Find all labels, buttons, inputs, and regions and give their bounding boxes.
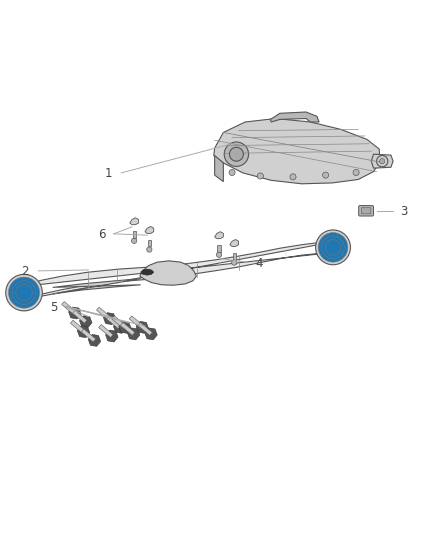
Polygon shape [371,154,393,168]
Polygon shape [106,316,121,329]
Circle shape [290,174,296,180]
Text: 6: 6 [99,228,106,241]
Polygon shape [53,279,141,294]
Polygon shape [270,112,319,122]
Circle shape [325,239,341,255]
Polygon shape [78,326,90,338]
Polygon shape [113,321,126,333]
Polygon shape [218,245,220,252]
Polygon shape [133,231,136,238]
Polygon shape [141,269,154,275]
Circle shape [8,277,39,308]
FancyBboxPatch shape [359,206,374,216]
Polygon shape [106,330,118,342]
FancyBboxPatch shape [361,208,371,214]
Polygon shape [103,313,116,325]
Polygon shape [99,325,113,337]
Polygon shape [130,218,138,225]
Polygon shape [81,329,96,342]
Polygon shape [140,261,196,285]
Polygon shape [233,253,236,260]
Polygon shape [69,307,81,319]
Circle shape [322,172,328,178]
Polygon shape [145,227,154,233]
Polygon shape [119,321,131,333]
Polygon shape [215,232,223,239]
Circle shape [131,238,137,244]
Polygon shape [148,239,151,246]
Polygon shape [214,118,380,184]
Polygon shape [112,316,126,329]
Text: 5: 5 [51,301,58,314]
Circle shape [257,173,263,179]
Circle shape [6,274,42,311]
Polygon shape [138,322,152,335]
Polygon shape [145,328,157,340]
Circle shape [147,247,152,252]
Circle shape [230,147,244,161]
Polygon shape [127,328,140,340]
Polygon shape [129,316,144,329]
Text: 4: 4 [255,256,263,270]
Circle shape [229,169,235,175]
Polygon shape [96,307,111,320]
Polygon shape [120,322,135,335]
Polygon shape [71,320,85,333]
Text: 2: 2 [21,265,28,278]
Polygon shape [88,334,101,346]
Circle shape [322,236,344,259]
Circle shape [216,252,222,257]
Circle shape [380,158,385,164]
Circle shape [318,232,348,262]
Circle shape [353,169,359,175]
Text: 3: 3 [400,205,408,218]
Circle shape [16,285,32,301]
Circle shape [224,142,249,166]
Circle shape [377,156,388,167]
Polygon shape [73,310,87,323]
Polygon shape [25,242,332,299]
Circle shape [322,236,344,259]
Circle shape [12,281,36,304]
Text: 1: 1 [105,167,113,180]
Circle shape [232,260,237,265]
Polygon shape [79,316,92,328]
Polygon shape [62,302,76,314]
Circle shape [316,230,350,265]
Circle shape [12,280,36,305]
Polygon shape [136,321,148,333]
Polygon shape [215,156,223,182]
Polygon shape [230,239,239,246]
